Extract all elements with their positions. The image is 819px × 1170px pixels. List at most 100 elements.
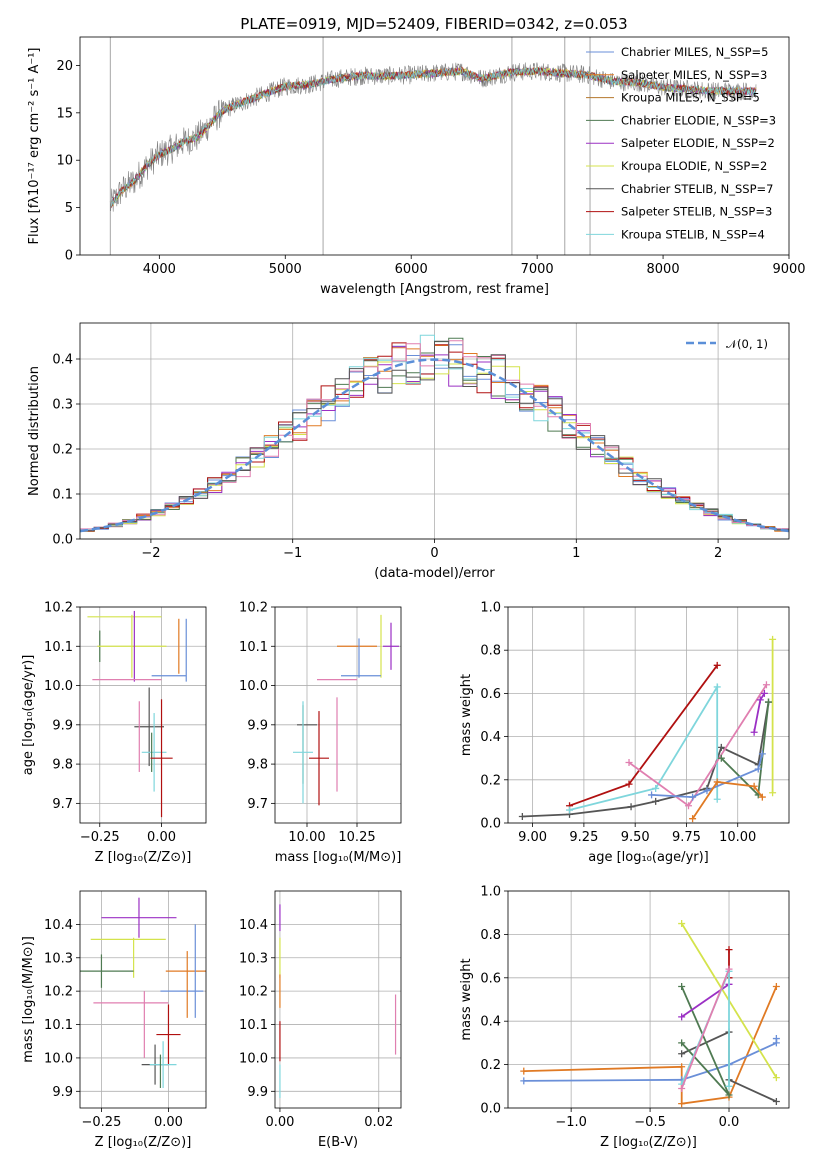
y-tick-label: 10.0	[239, 1051, 268, 1066]
plot-area	[279, 904, 397, 1098]
legend-label: Salpeter MILES, N_SSP=3	[621, 68, 767, 82]
y-tick-label: 0.4	[480, 1015, 501, 1030]
data-point-marker	[520, 1067, 528, 1075]
legend-label: Chabrier STELIB, N_SSP=7	[621, 182, 773, 196]
data-point-marker	[678, 1084, 686, 1092]
plot-area	[80, 334, 789, 533]
data-point-marker	[713, 683, 721, 691]
plot-area	[520, 920, 780, 1108]
weight-series	[566, 683, 721, 814]
plot-area	[293, 614, 399, 806]
axis-ticks: 9.00 9.25 9.50 9.75 10.00 0.0 0.2 0.4 0.6 0.8 1.0	[480, 601, 756, 846]
x-tick-label: 0.00	[265, 1115, 294, 1130]
weight-series-line	[569, 664, 718, 807]
error-bar-point	[150, 699, 173, 818]
y-tick-label: 9.9	[52, 718, 73, 733]
data-point-marker	[725, 1091, 733, 1099]
data-point-marker	[764, 698, 772, 706]
y-tick-label: 20	[56, 59, 73, 74]
x-axis-label: Z [log₁₀(Z/Z⊙)]	[95, 1135, 192, 1150]
y-axis-label: age [log₁₀(age/yr)]	[21, 655, 36, 776]
y-tick-label: 10.2	[239, 985, 268, 1000]
data-point-marker	[684, 802, 692, 810]
panel-mass-vs-ebv: 0.00 0.02 9.9 10.0 10.1 10.2 10.3 10.4 E(B-V)	[239, 890, 402, 1150]
plot-area	[80, 897, 206, 1088]
data-point-marker	[703, 787, 711, 795]
data-point-marker	[678, 920, 686, 928]
axis-ticks: 10.00 10.25 9.7 9.8 9.9 10.0 10.1 10.2	[239, 601, 376, 846]
error-bar-point	[149, 1041, 177, 1088]
axis-ticks: 0.00 0.02 9.9 10.0 10.1 10.2 10.3 10.4	[239, 918, 393, 1130]
x-tick-label: −1	[283, 546, 302, 561]
data-point-marker	[627, 803, 635, 811]
weight-series-line	[628, 684, 768, 807]
x-tick-label: 4000	[143, 262, 176, 277]
data-point-marker	[678, 982, 686, 990]
data-point-marker	[678, 1039, 686, 1047]
y-tick-label: 9.9	[247, 1085, 268, 1100]
x-axis-label: (data-model)/error	[374, 566, 495, 581]
data-point-marker	[678, 1100, 686, 1108]
legend-label: Kroupa STELIB, N_SSP=4	[621, 227, 765, 241]
x-tick-label: 10.00	[288, 830, 325, 845]
axes-frame	[274, 606, 402, 824]
error-bar-point	[293, 701, 313, 804]
data-point-marker	[648, 791, 656, 799]
y-tick-label: 10.4	[44, 918, 73, 933]
grid	[275, 606, 401, 823]
error-bar-point	[383, 622, 399, 670]
panels: 4000 5000 6000 7000 8000 900005101520waveleng…	[21, 36, 806, 1150]
x-tick-label: 8000	[647, 262, 680, 277]
data-point-marker	[713, 778, 721, 786]
x-tick-label: 6000	[395, 262, 428, 277]
data-point-marker	[754, 765, 762, 773]
data-point-marker	[725, 1082, 733, 1090]
x-tick-label: −1.0	[555, 1115, 587, 1130]
data-point-marker	[772, 1097, 780, 1105]
axes-frame	[79, 890, 207, 1109]
weight-series-line	[569, 683, 719, 811]
x-tick-label: 9000	[772, 262, 805, 277]
error-bar-point	[309, 711, 329, 806]
y-tick-label: 10.0	[239, 679, 268, 694]
plot-area	[109, 37, 757, 255]
data-point-marker	[769, 789, 777, 797]
x-tick-label: 9.00	[518, 830, 547, 845]
error-bar-point	[101, 897, 177, 938]
legend-label: 𝒩(0, 1)	[726, 337, 768, 351]
y-tick-label: 9.9	[52, 1085, 73, 1100]
panel-weight-vs-age: 9.00 9.25 9.50 9.75 10.00 0.0 0.2 0.4 0.6 0.8 1.0 a…	[459, 601, 790, 865]
legend-label: Kroupa ELODIE, N_SSP=2	[621, 159, 767, 173]
y-tick-label: 1.0	[480, 885, 501, 900]
y-tick-label: 5	[65, 201, 73, 216]
y-axis-label: Flux [fλ10⁻¹⁷ erg cm⁻² s⁻¹ A⁻¹]	[27, 48, 42, 245]
data-point-marker	[725, 946, 733, 954]
normal-pdf-curve	[80, 358, 789, 533]
panel-age-vs-mass: 10.00 10.25 9.7 9.8 9.9 10.0 10.1 10.2 mass [log…	[239, 601, 402, 865]
y-tick-label: 10.2	[44, 985, 73, 1000]
x-axis-label: wavelength [Angstrom, rest frame]	[320, 282, 549, 297]
axis-ticks: −1.0 −0.5 0.0 0.0 0.2 0.4 0.6 0.8 1.0	[480, 885, 739, 1131]
data-point-marker	[689, 815, 697, 823]
plot-area	[518, 635, 777, 823]
data-point-marker	[769, 635, 777, 643]
axes-frame	[274, 890, 402, 1109]
grid	[275, 891, 401, 1108]
weight-series	[678, 965, 733, 1092]
data-point-marker	[678, 1050, 686, 1058]
data-point-marker	[520, 1077, 528, 1085]
y-tick-label: 0.8	[480, 928, 501, 943]
weight-series	[625, 681, 770, 810]
weight-series	[566, 661, 721, 810]
data-point-marker	[758, 793, 766, 801]
x-axis-label: Z [log₁₀(Z/Z⊙)]	[95, 850, 192, 865]
data-point-marker	[652, 784, 660, 792]
y-tick-label: 10.1	[44, 1018, 73, 1033]
y-tick-label: 0.0	[52, 533, 73, 548]
data-point-marker	[772, 982, 780, 990]
figure-title: PLATE=0919, MJD=52409, FIBERID=0342, z=0…	[240, 15, 627, 33]
y-tick-label: 0.3	[52, 398, 73, 413]
weight-series	[678, 982, 733, 1099]
data-point-marker	[678, 1063, 686, 1071]
y-tick-label: 10.0	[44, 679, 73, 694]
